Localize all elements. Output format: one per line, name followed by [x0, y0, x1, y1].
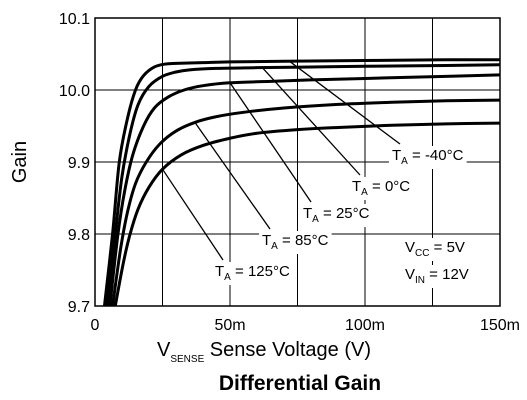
series-label: TA = 0°C: [352, 178, 410, 198]
y-tick-labels: 9.7 9.8 9.9 10.0 10.1: [59, 11, 90, 316]
series-line: [108, 73, 500, 306]
annotation-background: [389, 146, 467, 169]
plot-frame: [94, 17, 501, 307]
series-line: [102, 58, 500, 306]
x-tick-label: 50m: [214, 317, 245, 334]
y-axis-label: Gain: [9, 141, 31, 183]
annotation-leader: [261, 67, 361, 176]
y-tick-label: 9.7: [68, 299, 90, 316]
series-label: TA = 85°C: [262, 232, 329, 252]
annotation-leader: [194, 122, 271, 230]
series-label: TA = -40°C: [392, 147, 464, 167]
y-tick-label: 9.8: [68, 227, 90, 244]
condition-background: [402, 265, 472, 288]
series-line: [105, 63, 500, 306]
x-tick-label: 150m: [480, 317, 520, 334]
annotation-background: [300, 204, 373, 227]
condition-background: [402, 238, 468, 261]
series-label: TA = 125°C: [215, 263, 290, 283]
x-axis-label: VSENSE Sense Voltage (V): [157, 339, 371, 365]
y-tick-label: 9.9: [68, 155, 90, 172]
y-tick-label: 10.0: [59, 83, 90, 100]
test-condition: VIN = 12V: [405, 266, 469, 286]
test-condition: VCC = 5V: [405, 239, 465, 259]
series-label: TA = 25°C: [303, 205, 370, 225]
annotation-background: [212, 262, 293, 285]
annotation-leader: [161, 168, 224, 261]
annotation-leader: [289, 60, 401, 145]
chart-title: Differential Gain: [219, 372, 381, 395]
test-conditions: VCC = 5V VIN = 12V: [402, 238, 472, 288]
annotation-background: [259, 231, 332, 254]
x-tick-label: 0: [91, 317, 100, 334]
annotation-leader: [229, 82, 312, 203]
x-tick-label: 100m: [345, 317, 385, 334]
series-annotations: TA = -40°C TA = 0°C TA = 25°C TA = 85°C TA =…: [161, 60, 467, 285]
annotation-background: [349, 177, 414, 200]
y-tick-label: 10.1: [59, 11, 90, 28]
x-tick-labels: 0 50m 100m 150m: [91, 317, 520, 334]
